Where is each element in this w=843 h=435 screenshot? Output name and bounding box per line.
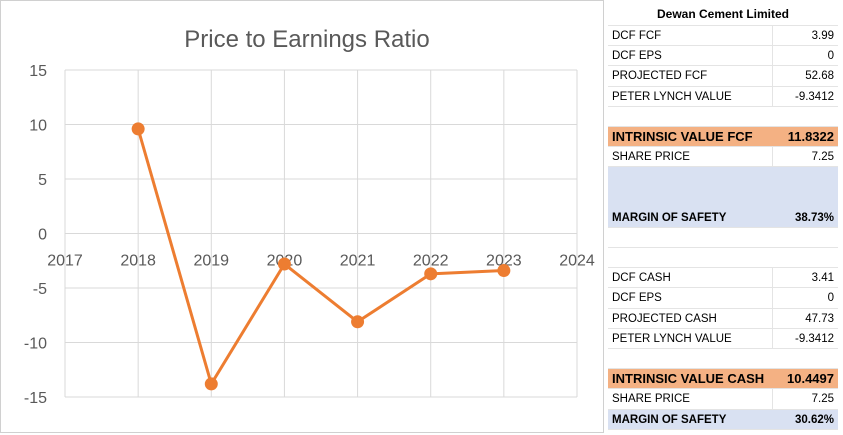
x-tick-label: 2024 xyxy=(559,253,595,270)
row-value: 30.62% xyxy=(794,413,834,426)
x-tick-label: 2022 xyxy=(413,253,449,270)
margin-of-safety-row: MARGIN OF SAFETY 38.73% xyxy=(608,207,838,228)
row-label: MARGIN OF SAFETY xyxy=(608,409,773,429)
y-tick-label: 0 xyxy=(38,227,47,244)
table-row: DCF EPS 0 xyxy=(608,46,838,67)
row-value: 47.73 xyxy=(805,312,834,325)
row-value: 0 xyxy=(827,292,834,305)
row-value: 7.25 xyxy=(811,151,834,164)
data-point xyxy=(277,257,291,271)
row-value: -9.3412 xyxy=(794,332,834,345)
x-tick-label: 2019 xyxy=(193,253,229,270)
row-label: INTRINSIC VALUE CASH xyxy=(608,369,773,389)
spacer-row xyxy=(608,228,838,249)
table-row: PROJECTED FCF 52.68 xyxy=(608,66,838,87)
spacer-row xyxy=(608,349,838,370)
row-label: SHARE PRICE xyxy=(608,389,773,409)
row-label: SHARE PRICE xyxy=(608,147,773,167)
row-value: 11.8322 xyxy=(787,128,834,144)
table-row: SHARE PRICE 7.25 xyxy=(608,147,838,168)
table-row: DCF EPS 0 xyxy=(608,288,838,309)
row-value: 52.68 xyxy=(805,70,834,83)
row-label: INTRINSIC VALUE FCF xyxy=(608,126,773,147)
table-row: DCF FCF 3.99 xyxy=(608,26,838,47)
x-tick-label: 2023 xyxy=(486,253,522,270)
y-tick-label: -15 xyxy=(24,390,47,407)
row-label: DCF EPS xyxy=(608,46,773,66)
row-value: 3.99 xyxy=(811,30,834,42)
y-tick-label: 15 xyxy=(29,63,47,80)
row-value: 38.73% xyxy=(794,211,834,224)
chart-panel: Price to Earnings Ratio 15 10 5 0 -5 -10 -15 20… xyxy=(0,0,604,433)
x-tick-label: 2021 xyxy=(340,253,376,270)
y-tick-label: 5 xyxy=(38,172,47,189)
row-label: MARGIN OF SAFETY xyxy=(608,207,773,227)
row-label: DCF FCF xyxy=(608,26,773,46)
x-tick-label: 2017 xyxy=(47,253,83,270)
intrinsic-value-fcf-row: INTRINSIC VALUE FCF 11.8322 xyxy=(608,126,838,148)
data-point xyxy=(497,264,511,278)
y-tick-label: -10 xyxy=(24,336,47,353)
company-name: Dewan Cement Limited xyxy=(608,4,838,26)
spacer-row xyxy=(608,248,838,269)
row-label: PROJECTED FCF xyxy=(608,66,773,86)
highlight-block xyxy=(608,167,838,208)
pe-ratio-chart: Price to Earnings Ratio 15 10 5 0 -5 -10 -15 20… xyxy=(24,26,595,407)
valuation-table: Dewan Cement Limited DCF FCF 3.99 DCF EP… xyxy=(608,4,838,430)
y-tick-label: 10 xyxy=(29,118,47,135)
data-point xyxy=(204,377,218,391)
y-tick-label: -5 xyxy=(33,281,47,298)
row-value: -9.3412 xyxy=(794,90,834,103)
row-value: 3.41 xyxy=(811,272,834,285)
table-row: PETER LYNCH VALUE -9.3412 xyxy=(608,86,838,107)
spacer-row xyxy=(608,107,838,127)
table-row: SHARE PRICE 7.25 xyxy=(608,389,838,410)
table-row: PROJECTED CASH 47.73 xyxy=(608,308,838,329)
table-row: PETER LYNCH VALUE -9.3412 xyxy=(608,328,838,350)
x-tick-label: 2018 xyxy=(120,253,156,270)
data-point xyxy=(424,267,438,281)
row-value: 0 xyxy=(827,50,834,63)
row-value: 10.4497 xyxy=(787,371,834,387)
series-line xyxy=(136,128,504,386)
chart-title: Price to Earnings Ratio xyxy=(184,26,429,53)
table-row: DCF CASH 3.41 xyxy=(608,268,838,289)
data-point xyxy=(131,122,145,136)
data-point xyxy=(351,315,365,329)
row-label: PROJECTED CASH xyxy=(608,308,773,328)
row-label: PETER LYNCH VALUE xyxy=(608,328,773,349)
row-value: 7.25 xyxy=(811,393,834,406)
row-label: PETER LYNCH VALUE xyxy=(608,86,773,106)
row-label: DCF CASH xyxy=(608,268,773,288)
intrinsic-value-cash-row: INTRINSIC VALUE CASH 10.4497 xyxy=(608,369,838,390)
margin-of-safety-row: MARGIN OF SAFETY 30.62% xyxy=(608,409,838,430)
row-label: DCF EPS xyxy=(608,288,773,308)
